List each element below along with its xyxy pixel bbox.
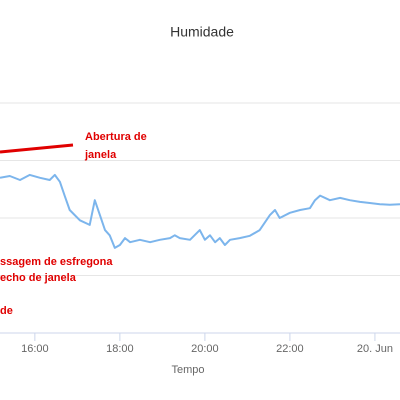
x-tick-label: 20:00 <box>191 343 219 355</box>
annotation: echo de janela <box>0 272 77 284</box>
x-axis-title: Tempo <box>171 364 204 376</box>
x-tick-label: 18:00 <box>106 343 134 355</box>
data-line <box>0 173 400 249</box>
annotation: de <box>0 305 13 317</box>
x-tick-label: 22:00 <box>276 343 304 355</box>
annotation: Abertura de <box>85 131 147 143</box>
annotation-line <box>0 143 74 154</box>
x-tick-label: 20. Jun <box>357 343 393 355</box>
chart-title: Humidade <box>170 24 234 40</box>
annotation: janela <box>84 149 117 161</box>
annotation: ssagem de esfregona <box>0 256 113 268</box>
x-tick-label: 16:00 <box>21 343 49 355</box>
